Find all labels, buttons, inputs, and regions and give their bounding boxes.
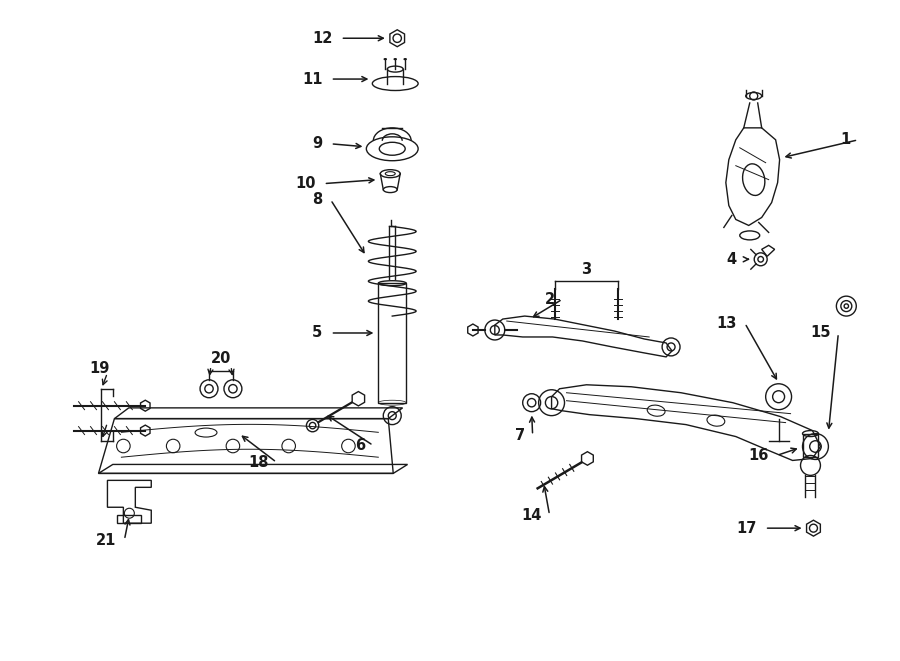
Text: 3: 3: [581, 262, 591, 277]
Text: 19: 19: [89, 362, 110, 376]
Text: 10: 10: [295, 176, 316, 191]
Text: 12: 12: [312, 30, 332, 46]
Text: 1: 1: [840, 132, 850, 147]
Text: 6: 6: [356, 438, 365, 453]
Text: 11: 11: [302, 71, 322, 87]
Bar: [803, 434, 818, 457]
Text: 8: 8: [312, 192, 322, 207]
Text: 9: 9: [312, 136, 322, 151]
Text: 5: 5: [312, 325, 322, 340]
Text: 2: 2: [544, 292, 554, 307]
Text: 21: 21: [96, 533, 116, 547]
Text: 18: 18: [248, 455, 269, 470]
Text: 13: 13: [716, 315, 737, 330]
Text: 14: 14: [521, 508, 542, 523]
Bar: [117, 515, 141, 524]
Text: 7: 7: [515, 428, 525, 443]
Text: 17: 17: [736, 521, 757, 535]
Text: 20: 20: [211, 352, 231, 366]
Text: 4: 4: [726, 252, 737, 267]
Text: 16: 16: [748, 448, 769, 463]
Bar: [378, 283, 406, 403]
Text: 15: 15: [810, 325, 831, 340]
